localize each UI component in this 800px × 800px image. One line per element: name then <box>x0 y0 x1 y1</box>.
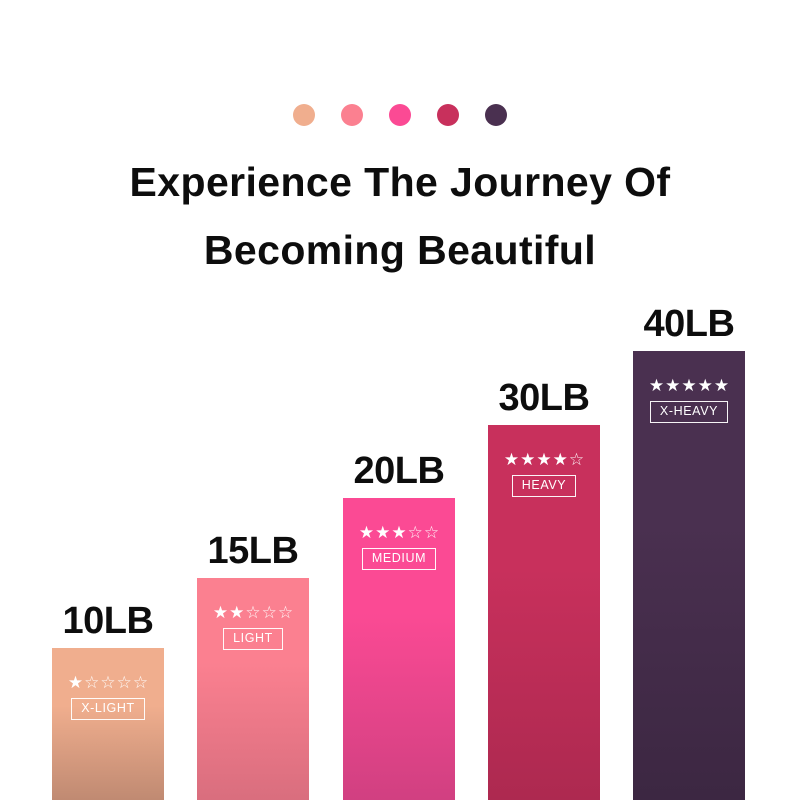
bar-40lb-star-rating: ★ ★ ★ ★ ★ <box>649 377 729 394</box>
bar-40lb-level-tag: X-HEAVY <box>649 401 729 423</box>
star-filled-icon: ★ <box>503 450 520 469</box>
star-filled-icon: ★ <box>713 376 730 395</box>
bar-15lb-value-label: 15LB <box>207 530 299 572</box>
page-title-line-1: Experience The Journey Of <box>129 159 671 205</box>
star-empty-icon: ☆ <box>245 603 261 622</box>
bar-30lb-group: 30LB ★ ★ ★ ★ ☆ HEAVY <box>488 377 600 800</box>
bar-30lb-level-tag: HEAVY <box>511 475 577 497</box>
bar-10lb-badge: ★ ☆ ☆ ☆ ☆ X-LIGHT <box>52 674 164 720</box>
dot-medium <box>389 104 411 126</box>
star-empty-icon: ☆ <box>277 603 294 622</box>
star-filled-icon: ★ <box>697 376 713 395</box>
bar-20lb-value-label: 20LB <box>353 450 445 492</box>
page-title: Experience The Journey Of Becoming Beaut… <box>0 148 800 284</box>
bar-30lb-star-rating: ★ ★ ★ ★ ☆ <box>504 451 584 468</box>
star-filled-icon: ★ <box>681 376 697 395</box>
bar-40lb-group: 40LB ★ ★ ★ ★ ★ X-HEAVY <box>633 303 745 800</box>
bar-20lb-group: 20LB ★ ★ ★ ☆ ☆ MEDIUM <box>343 450 455 800</box>
bar-40lb[interactable]: ★ ★ ★ ★ ★ X-HEAVY <box>633 351 745 800</box>
star-empty-icon: ☆ <box>132 673 149 692</box>
bar-30lb[interactable]: ★ ★ ★ ★ ☆ HEAVY <box>488 425 600 800</box>
dot-x-light <box>293 104 315 126</box>
star-empty-icon: ☆ <box>116 673 132 692</box>
star-filled-icon: ★ <box>665 376 681 395</box>
star-filled-icon: ★ <box>229 603 245 622</box>
bar-10lb-star-rating: ★ ☆ ☆ ☆ ☆ <box>68 674 148 691</box>
star-filled-icon: ★ <box>552 450 568 469</box>
bar-10lb-group: 10LB ★ ☆ ☆ ☆ ☆ X-LIGHT <box>52 600 164 800</box>
star-filled-icon: ★ <box>648 376 665 395</box>
star-empty-icon: ☆ <box>568 450 585 469</box>
star-filled-icon: ★ <box>520 450 536 469</box>
bar-20lb[interactable]: ★ ★ ★ ☆ ☆ MEDIUM <box>343 498 455 800</box>
bar-20lb-badge: ★ ★ ★ ☆ ☆ MEDIUM <box>343 524 455 570</box>
color-swatch-dots <box>0 104 800 126</box>
star-filled-icon: ★ <box>391 523 407 542</box>
dot-light <box>341 104 363 126</box>
dot-x-heavy <box>485 104 507 126</box>
bar-15lb-level-tag: LIGHT <box>223 628 283 650</box>
bar-15lb[interactable]: ★ ★ ☆ ☆ ☆ LIGHT <box>197 578 309 800</box>
star-filled-icon: ★ <box>375 523 391 542</box>
bar-30lb-value-label: 30LB <box>498 377 590 419</box>
bar-40lb-badge: ★ ★ ★ ★ ★ X-HEAVY <box>633 377 745 423</box>
bar-15lb-group: 15LB ★ ★ ☆ ☆ ☆ LIGHT <box>197 530 309 800</box>
bar-40lb-value-label: 40LB <box>643 303 735 345</box>
bar-10lb-value-label: 10LB <box>62 600 154 642</box>
star-empty-icon: ☆ <box>261 603 277 622</box>
star-filled-icon: ★ <box>67 673 84 692</box>
page-title-line-2: Becoming Beautiful <box>203 227 597 273</box>
bar-10lb-level-tag: X-LIGHT <box>71 698 145 720</box>
bar-15lb-badge: ★ ★ ☆ ☆ ☆ LIGHT <box>197 604 309 650</box>
bar-30lb-badge: ★ ★ ★ ★ ☆ HEAVY <box>488 451 600 497</box>
star-empty-icon: ☆ <box>84 673 100 692</box>
bar-20lb-level-tag: MEDIUM <box>361 548 437 570</box>
dot-heavy <box>437 104 459 126</box>
bar-10lb[interactable]: ★ ☆ ☆ ☆ ☆ X-LIGHT <box>52 648 164 800</box>
star-filled-icon: ★ <box>536 450 552 469</box>
bar-15lb-star-rating: ★ ★ ☆ ☆ ☆ <box>213 604 293 621</box>
bar-20lb-star-rating: ★ ★ ★ ☆ ☆ <box>359 524 439 541</box>
star-filled-icon: ★ <box>212 603 229 622</box>
star-empty-icon: ☆ <box>100 673 116 692</box>
star-empty-icon: ☆ <box>423 523 440 542</box>
star-empty-icon: ☆ <box>407 523 423 542</box>
star-filled-icon: ★ <box>358 523 375 542</box>
